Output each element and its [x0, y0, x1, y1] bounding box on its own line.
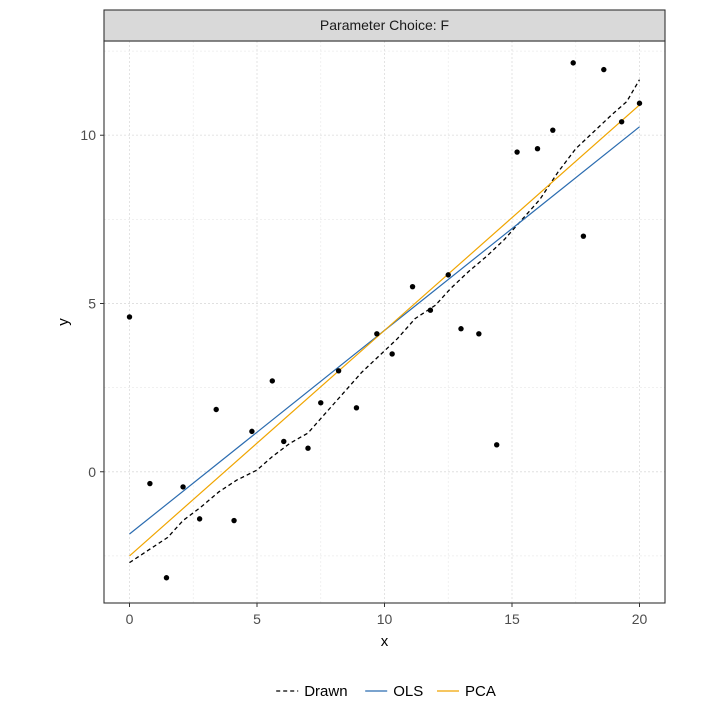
legend-label-ols: OLS: [393, 683, 423, 700]
data-point: [305, 445, 311, 451]
data-points: [126, 60, 643, 581]
data-point: [427, 307, 434, 313]
data-point: [445, 272, 451, 278]
y-tick-label: 0: [88, 464, 96, 480]
data-point: [636, 100, 643, 106]
data-point: [249, 428, 255, 435]
data-point: [353, 405, 360, 411]
data-point: [476, 331, 482, 337]
major-gridlines: [104, 41, 665, 603]
y-tick-label: 5: [88, 295, 96, 311]
y-axis: 0 5 10: [80, 127, 104, 480]
legend-label-drawn: Drawn: [304, 683, 347, 700]
data-point: [494, 442, 500, 448]
data-point: [126, 314, 133, 320]
data-point: [231, 517, 237, 524]
data-point: [534, 145, 541, 152]
data-point: [281, 438, 287, 445]
data-point: [409, 283, 416, 290]
x-tick-label: 20: [632, 611, 648, 627]
data-point: [374, 331, 380, 337]
y-axis-title: y: [55, 318, 72, 326]
data-point: [389, 351, 395, 357]
series-line-drawn: [129, 79, 641, 564]
data-point: [550, 127, 556, 133]
data-point: [213, 406, 219, 413]
x-tick-label: 5: [253, 611, 261, 627]
series-lines: [129, 79, 641, 564]
data-point: [618, 119, 625, 125]
facet-strip: Parameter Choice: F: [103, 9, 666, 42]
data-point: [601, 66, 607, 73]
facet-strip-background: [103, 9, 666, 42]
legend-label-pca: PCA: [465, 683, 496, 700]
data-point: [514, 149, 520, 155]
y-tick-label: 10: [80, 127, 96, 143]
data-point: [318, 400, 324, 406]
data-point: [570, 60, 576, 66]
x-axis: 0 5 10 15 20: [126, 603, 648, 627]
data-point: [269, 378, 275, 384]
series-line-pca: [129, 104, 640, 557]
data-point: [180, 484, 186, 490]
plot-panel: [103, 40, 666, 604]
data-point: [335, 368, 342, 374]
data-point: [580, 233, 587, 239]
x-tick-label: 10: [377, 611, 393, 627]
facet-title: Parameter Choice: F: [320, 17, 449, 33]
data-point: [196, 516, 203, 522]
x-axis-title: x: [381, 633, 389, 650]
data-point: [163, 575, 170, 581]
legend: Drawn OLS PCA: [276, 683, 496, 700]
x-tick-label: 15: [504, 611, 520, 627]
minor-gridlines: [104, 41, 665, 603]
data-point: [458, 326, 464, 332]
x-tick-label: 0: [126, 611, 134, 627]
data-point: [147, 480, 153, 487]
